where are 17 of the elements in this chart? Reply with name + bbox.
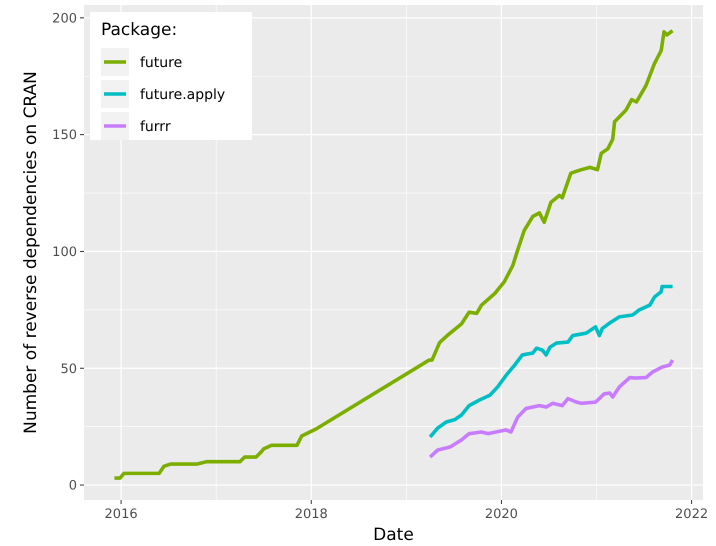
y-tick-label: 50	[60, 362, 77, 377]
legend-label: furrr	[140, 118, 171, 135]
y-axis-title: Number of reverse dependencies on CRAN	[21, 71, 41, 434]
y-tick-label: 100	[52, 245, 77, 260]
x-axis-title: Date	[373, 525, 414, 545]
y-tick-label: 0	[68, 478, 77, 494]
legend-label: future	[140, 54, 182, 71]
x-tick-label: 2020	[484, 507, 518, 522]
line-series	[428, 358, 674, 459]
x-tick-label: 2016	[104, 507, 138, 522]
legend-label: future.apply	[140, 86, 226, 103]
legend-title: Package:	[101, 20, 178, 40]
y-tick-label: 150	[52, 128, 77, 144]
x-tick-label: 2022	[675, 507, 708, 522]
x-tick-label: 2018	[294, 507, 328, 522]
y-tick-label: 200	[52, 11, 77, 26]
line-series	[428, 284, 674, 439]
